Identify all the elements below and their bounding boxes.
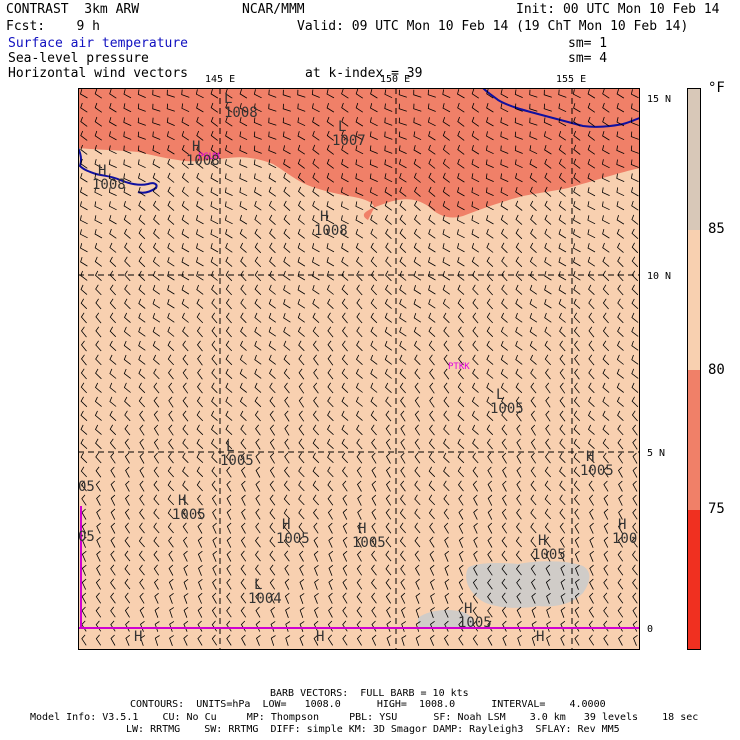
pressure-center-h: H xyxy=(134,629,143,645)
pressure-center: H 1008 xyxy=(92,163,126,193)
coastline-north xyxy=(482,88,640,128)
lon-label-150: 150 E xyxy=(380,74,411,85)
pressure-center: H 1008 xyxy=(186,139,220,169)
colorbar xyxy=(687,88,701,650)
contour-info: CONTOURS: UNITS=hPa LOW= 1008.0 HIGH= 10… xyxy=(130,699,606,710)
pressure-center: L 1008 xyxy=(224,91,258,121)
pressure-center: H 1005 xyxy=(352,521,386,551)
lon-label-145: 145 E xyxy=(205,74,236,85)
colorbar-unit: °F xyxy=(708,80,725,96)
pressure-center: L 1007 xyxy=(332,119,366,149)
field-surface-temp: Surface air temperature xyxy=(8,36,189,51)
lat-label-15n: 15 N xyxy=(647,94,672,105)
pressure-center-h: H xyxy=(316,629,325,645)
lat-label-5n: 5 N xyxy=(647,448,666,459)
colorbar-band-80-85 xyxy=(688,230,700,370)
lat-label-eq: 0 xyxy=(647,624,654,635)
colorbar-label-75: 75 xyxy=(708,501,725,517)
colorbar-band-below-75 xyxy=(688,510,700,649)
lon-label-155: 155 E xyxy=(556,74,587,85)
field-slp-sm: sm= 4 xyxy=(568,51,608,66)
map-panel: PGUM PTKK 05 05 L 1008 L 1007 H 1008 H 1008 … xyxy=(78,88,640,650)
forecast-hour: Fcst: 9 h xyxy=(6,19,100,34)
hot-region xyxy=(78,88,640,220)
org-label: NCAR/MMM xyxy=(242,2,305,17)
pressure-center: H 1005 xyxy=(172,493,206,523)
valid-time: Valid: 09 UTC Mon 10 Feb 14 (19 ChT Mon … xyxy=(297,19,689,34)
lat-label-10n: 10 N xyxy=(647,271,672,282)
model-info: Model Info: V3.5.1 CU: No Cu MP: Thompso… xyxy=(30,712,699,723)
model-title: CONTRAST 3km ARW xyxy=(6,2,140,17)
edge-label-05-bottom: 05 xyxy=(78,529,95,545)
k-index-label: at k-index = 39 xyxy=(305,66,423,81)
pressure-center: H 1005 xyxy=(458,601,492,631)
lat-lon-grid xyxy=(78,88,640,650)
colorbar-label-85: 85 xyxy=(708,221,725,237)
pressure-center-h: H xyxy=(536,629,545,645)
physics-info: LW: RRTMG SW: RRTMG DIFF: simple KM: 3D … xyxy=(126,724,620,735)
pressure-center: H 100 xyxy=(612,517,638,547)
cloud-patch xyxy=(466,561,590,608)
pressure-center: L 1005 xyxy=(220,439,254,469)
pressure-center: H 1005 xyxy=(532,533,566,563)
map-border xyxy=(78,88,640,650)
colorbar-band-85plus xyxy=(688,89,700,230)
station-pgum: PGUM xyxy=(198,152,220,162)
pressure-center: L 1005 xyxy=(490,387,524,417)
station-ptkk: PTKK xyxy=(448,362,470,372)
barb-legend: BARB VECTORS: FULL BARB = 10 kts xyxy=(270,688,469,699)
colorbar-band-75-80 xyxy=(688,370,700,510)
field-surface-temp-sm: sm= 1 xyxy=(568,36,608,51)
pressure-center: L 1004 xyxy=(248,577,282,607)
init-time: Init: 00 UTC Mon 10 Feb 14 xyxy=(516,2,720,17)
edge-label-05-top: 05 xyxy=(78,479,95,495)
field-slp: Sea-level pressure xyxy=(8,51,149,66)
field-wind: Horizontal wind vectors xyxy=(8,66,189,81)
colorbar-label-80: 80 xyxy=(708,362,725,378)
pressure-center: H 1005 xyxy=(580,449,614,479)
pressure-center: H 1005 xyxy=(276,517,310,547)
coastline-west xyxy=(78,147,158,194)
map-canvas xyxy=(78,88,640,650)
pressure-center: H 1008 xyxy=(314,209,348,239)
